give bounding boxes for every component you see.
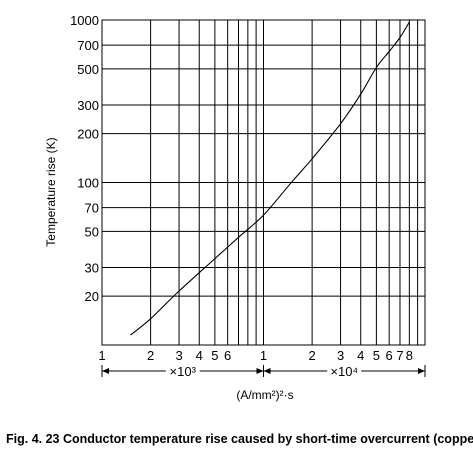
x-tick-label: 1	[98, 348, 105, 363]
y-tick-label: 300	[77, 98, 99, 113]
decade-multiplier-label: ×10⁴	[330, 364, 358, 379]
y-axis-ticks: 1000 700 500 300 200 100 70 50 30 20	[70, 13, 99, 304]
y-tick-label: 70	[85, 201, 99, 216]
x-tick-label: 7	[396, 348, 403, 363]
x-tick-label: 6	[224, 348, 231, 363]
y-tick-label: 50	[85, 224, 99, 239]
arrow-head	[102, 368, 109, 374]
x-tick-label: 1	[260, 348, 267, 363]
decade-multiplier-label: ×10³	[170, 364, 197, 379]
arrow-head	[418, 368, 425, 374]
y-axis-label: Temperature rise (K)	[44, 137, 58, 246]
x-axis-label: (A/mm²)²·s	[236, 388, 293, 402]
x-tick-label: 8	[406, 348, 413, 363]
y-tick-label: 500	[77, 62, 99, 77]
multiplier-bg	[327, 363, 362, 377]
figure-caption: Fig. 4. 23 Conductor temperature rise ca…	[6, 432, 473, 446]
x-tick-label: 4	[196, 348, 203, 363]
x-tick-label: 5	[373, 348, 380, 363]
x-tick-label: 5	[211, 348, 218, 363]
y-tick-label: 20	[85, 289, 99, 304]
x-tick-label: 3	[337, 348, 344, 363]
x-tick-label: 2	[147, 348, 154, 363]
plot-frame	[101, 19, 426, 346]
decade-range-arrows: ×10³ ×10⁴	[101, 363, 426, 379]
x-tick-label: 2	[308, 348, 315, 363]
arrow-head	[256, 368, 264, 374]
series-line	[130, 21, 410, 336]
x-tick-label: 4	[357, 348, 364, 363]
x-tick-label: 6	[386, 348, 393, 363]
chart-grid	[102, 20, 425, 345]
multiplier-bg	[165, 363, 200, 377]
y-tick-label: 200	[77, 127, 99, 142]
y-tick-label: 100	[77, 176, 99, 191]
y-tick-label: 30	[85, 260, 99, 275]
arrow-head	[263, 368, 271, 374]
x-tick-label: 3	[175, 348, 182, 363]
y-tick-label: 1000	[70, 13, 99, 28]
y-tick-label: 700	[77, 38, 99, 53]
